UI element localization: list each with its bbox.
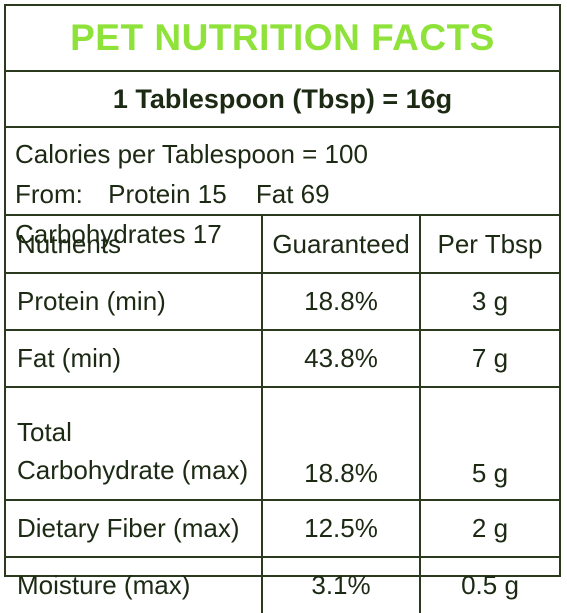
from-fat: Fat 69 (255, 179, 330, 209)
per-tbsp-value: 2 g (420, 500, 559, 558)
guaranteed-value: 12.5% (262, 500, 421, 558)
nutrient-name: Total Carbohydrate (max) (6, 387, 263, 501)
nutrient-name-line1: Total (17, 417, 72, 447)
nutrient-name: Fat (min) (6, 330, 263, 388)
per-tbsp-value: 3 g (420, 273, 559, 331)
nutrient-name: Dietary Fiber (max) (6, 500, 263, 558)
table-row: Fat (min) 43.8% 7 g (6, 330, 559, 388)
nutrient-name-line2: Carbohydrate (max) (17, 455, 249, 485)
from-label: From: (15, 179, 83, 209)
table-row: Dietary Fiber (max) 12.5% 2 g (6, 500, 559, 558)
calories-section: Calories per Tablespoon = 100 From: Prot… (6, 128, 559, 249)
table-row: Protein (min) 18.8% 3 g (6, 273, 559, 331)
nutrient-name: Protein (min) (6, 273, 263, 331)
nutrition-label: PET NUTRITION FACTS 1 Tablespoon (Tbsp) … (4, 4, 561, 613)
header-nutrients: Nutrients (6, 216, 263, 274)
guaranteed-value: 18.8% (262, 273, 421, 331)
table-header-row: Nutrients Guaranteed Per Tbsp (6, 216, 559, 274)
per-tbsp-value: 0.5 g (461, 570, 519, 600)
table-row: Total Carbohydrate (max) 18.8% 5 g (6, 387, 559, 501)
from-protein: Protein 15 (108, 179, 227, 209)
header-per-tbsp: Per Tbsp (420, 216, 559, 274)
nutrient-table: Nutrients Guaranteed Per Tbsp Protein (m… (6, 216, 559, 613)
serving-size: 1 Tablespoon (Tbsp) = 16g (6, 72, 559, 128)
header-guaranteed: Guaranteed (262, 216, 421, 274)
per-tbsp-value: 7 g (420, 330, 559, 388)
label-title: PET NUTRITION FACTS (6, 6, 559, 72)
nutrient-name: Moisture (max) (6, 557, 263, 613)
guaranteed-value: 43.8% (262, 330, 421, 388)
per-tbsp-value: 5 g (420, 387, 559, 501)
guaranteed-value: 3.1% (262, 557, 421, 613)
calories-line: Calories per Tablespoon = 100 (15, 139, 368, 169)
table-row: Moisture (max) 3.1% 0.5 g (6, 557, 559, 613)
guaranteed-value: 18.8% (262, 387, 421, 501)
